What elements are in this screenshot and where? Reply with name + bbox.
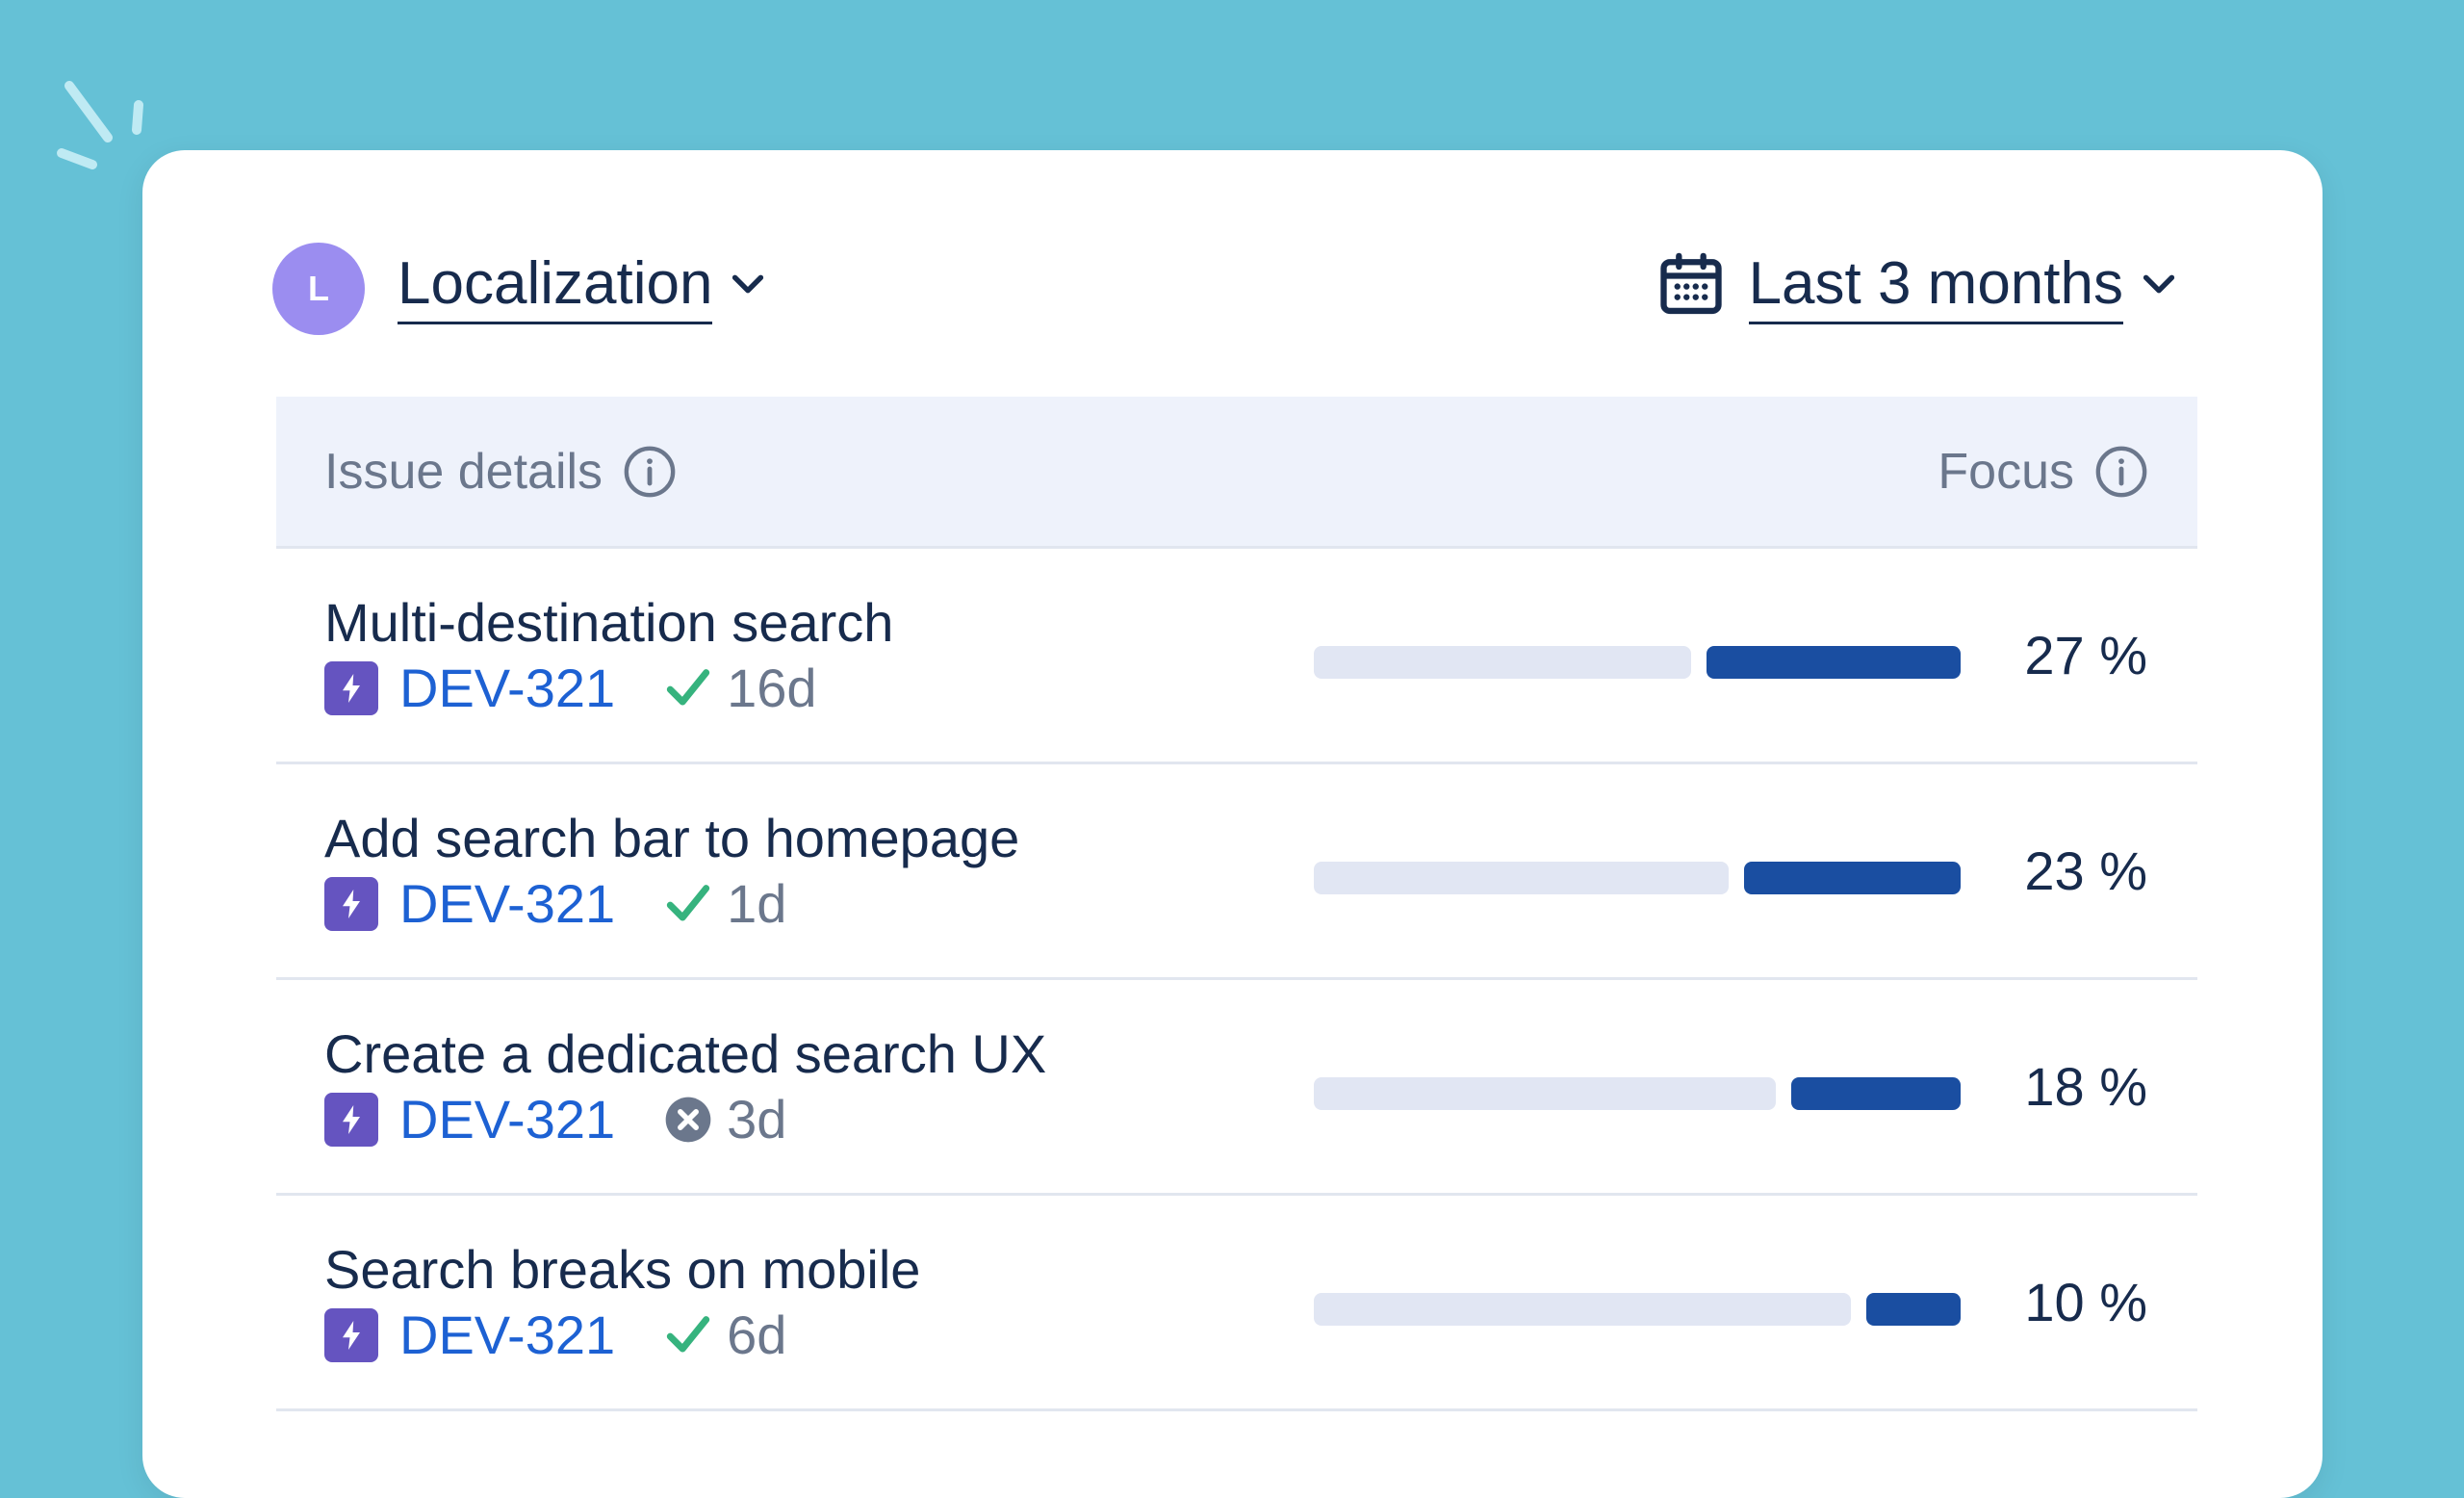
focus-percent: 27 %: [2024, 625, 2147, 685]
issue-meta: DEV-321 6d: [324, 1304, 786, 1366]
project-dropdown-label: Localization: [398, 246, 713, 324]
x-circle-icon: [661, 1093, 715, 1147]
issue-key-link[interactable]: DEV-321: [399, 1089, 616, 1149]
table-row[interactable]: Search breaks on mobile DEV-321 6d 10 %: [276, 1196, 2197, 1411]
issue-duration: 1d: [727, 873, 787, 934]
focus-bar-track: [1314, 862, 1730, 894]
focus-bar: [1314, 862, 1961, 894]
chevron-down-icon: [732, 274, 764, 294]
table-row[interactable]: Create a dedicated search UX DEV-321 3d …: [276, 980, 2197, 1196]
focus-bar-track: [1314, 1077, 1776, 1110]
focus-bar: [1314, 1293, 1961, 1326]
column-issue-details-label: Issue details: [324, 443, 603, 500]
focus-bar-track: [1314, 1293, 1852, 1326]
issue-title[interactable]: Add search bar to homepage: [324, 808, 1020, 868]
issue-duration: 6d: [727, 1304, 787, 1365]
column-focus-label: Focus: [1938, 443, 2074, 500]
lightning-icon: [324, 660, 378, 715]
focus-bar-fill: [1744, 862, 1961, 894]
issue-title[interactable]: Multi-destination search: [324, 592, 894, 653]
issue-key-link[interactable]: DEV-321: [399, 873, 616, 934]
check-icon: [661, 1308, 715, 1362]
focus-bar-fill: [1707, 646, 1961, 679]
issue-meta: DEV-321 1d: [324, 872, 786, 935]
focus-bar: [1314, 646, 1961, 679]
focus-bar: [1314, 1077, 1961, 1110]
focus-percent: 10 %: [2024, 1272, 2147, 1332]
focus-percent: 18 %: [2024, 1056, 2147, 1117]
issue-meta: DEV-321 3d: [324, 1088, 786, 1150]
lightning-icon: [324, 876, 378, 931]
check-icon: [661, 877, 715, 931]
sparkle-decoration: [57, 81, 143, 169]
issue-title[interactable]: Search breaks on mobile: [324, 1239, 921, 1300]
issue-title[interactable]: Create a dedicated search UX: [324, 1023, 1047, 1084]
table-row[interactable]: Multi-destination search DEV-321 16d 27 …: [276, 549, 2197, 764]
issue-key-link[interactable]: DEV-321: [399, 1304, 616, 1365]
issue-key-link[interactable]: DEV-321: [399, 658, 616, 718]
focus-card: L Localization Last 3 months: [142, 150, 2323, 1498]
issue-duration: 3d: [727, 1089, 787, 1149]
lightning-icon: [324, 1307, 378, 1362]
column-issue-details: Issue details: [324, 443, 678, 501]
info-icon[interactable]: [2093, 444, 2149, 500]
date-range-dropdown[interactable]: Last 3 months: [1655, 246, 2181, 324]
project-dropdown[interactable]: Localization: [398, 246, 770, 324]
focus-bar-fill: [1791, 1077, 1961, 1110]
lightning-icon: [324, 1092, 378, 1147]
issue-duration: 16d: [727, 658, 817, 718]
issue-meta: DEV-321 16d: [324, 657, 817, 719]
focus-bar-fill: [1866, 1293, 1961, 1326]
info-icon[interactable]: [622, 444, 678, 500]
focus-bar-track: [1314, 646, 1691, 679]
check-icon: [661, 661, 715, 715]
table-row[interactable]: Add search bar to homepage DEV-321 1d 23…: [276, 764, 2197, 980]
column-focus: Focus: [1938, 443, 2149, 501]
date-range-label: Last 3 months: [1748, 246, 2123, 324]
project-avatar: L: [272, 243, 365, 335]
calendar-icon: [1659, 253, 1722, 315]
table-header: Issue details Focus: [276, 397, 2197, 549]
card-toolbar: L Localization Last 3 months: [142, 150, 2323, 391]
issues-table: Issue details Focus Multi-destination se…: [276, 397, 2197, 1411]
chevron-down-icon: [2143, 274, 2175, 294]
focus-percent: 23 %: [2024, 840, 2147, 901]
